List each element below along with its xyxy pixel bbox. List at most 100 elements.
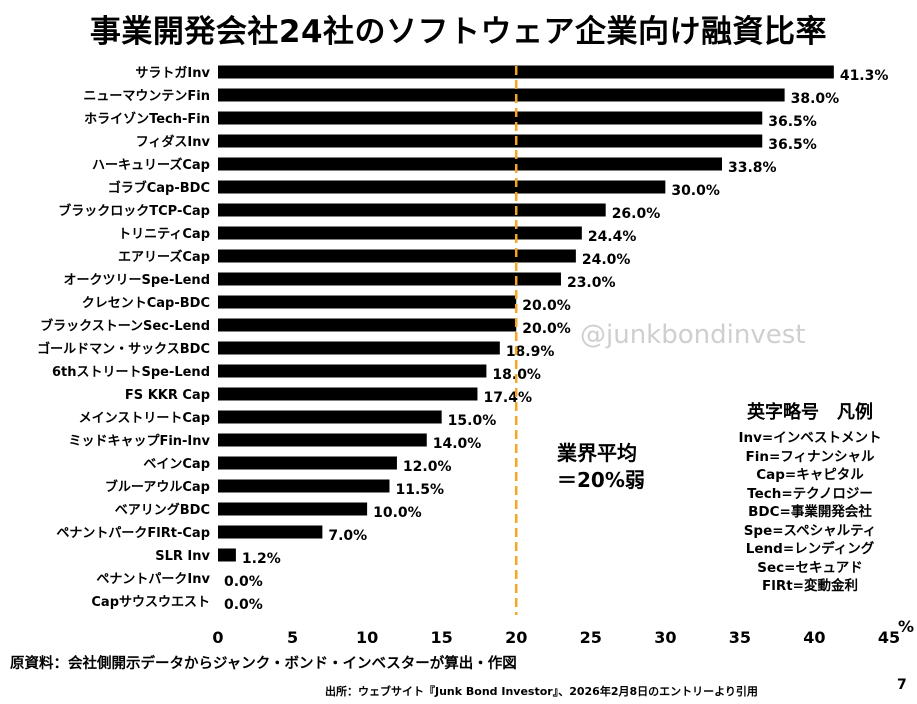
bar xyxy=(218,548,236,562)
bar xyxy=(218,157,722,171)
category-label: ホライゾンTech-Fin xyxy=(84,111,210,127)
category-label: エアリーズCap xyxy=(118,249,210,265)
x-tick-label: 5 xyxy=(287,628,298,647)
category-label: ゴールドマン・サックスBDC xyxy=(37,341,210,357)
category-labels: サラトガInv ニューマウンテンFin ホライゾンTech-Fin フィダスInv ハー… xyxy=(37,66,210,610)
x-tick-label: 45 xyxy=(878,628,900,647)
value-label: 18.9% xyxy=(506,344,555,360)
bar xyxy=(218,203,606,217)
value-label: 24.0% xyxy=(582,252,631,268)
legend-item: Fin=フィナンシャル xyxy=(745,448,875,465)
legend-item: Sec=セキュアド xyxy=(757,559,863,576)
bar xyxy=(218,456,397,470)
category-label: Capサウスウエスト xyxy=(91,595,210,610)
category-label: ベインCap xyxy=(143,457,210,472)
value-label: 30.0% xyxy=(671,183,720,199)
category-label: ベアリングBDC xyxy=(115,502,210,518)
value-label: 36.5% xyxy=(768,137,817,153)
x-tick-label: 40 xyxy=(803,628,825,647)
category-label: オークツリーSpe-Lend xyxy=(63,273,210,288)
average-annotation-line2: ＝20%弱 xyxy=(557,468,645,492)
bar xyxy=(218,502,368,516)
category-label: ブルーアウルCap xyxy=(105,479,210,495)
category-label: メインストリートCap xyxy=(79,411,210,426)
category-label: SLR Inv xyxy=(155,549,210,564)
legend-item: BDC=事業開発会社 xyxy=(748,504,872,520)
bar xyxy=(218,88,785,102)
bar xyxy=(218,134,763,148)
category-label: ハーキュリーズCap xyxy=(92,157,210,173)
bar xyxy=(218,433,427,447)
bar xyxy=(218,272,561,286)
legend-item: Spe=スペシャルティ xyxy=(743,522,877,539)
category-label: フィダスInv xyxy=(136,134,211,150)
value-label: 0.0% xyxy=(224,574,263,590)
value-label: 24.4% xyxy=(588,229,637,245)
value-label: 11.5% xyxy=(395,482,444,498)
legend-item: Tech=テクノロジー xyxy=(747,485,873,502)
x-tick-label: 10 xyxy=(356,628,378,647)
watermark: @junkbondinvest xyxy=(580,320,806,350)
value-label: 26.0% xyxy=(612,206,661,222)
value-label: 1.2% xyxy=(242,551,281,567)
x-tick-labels: 0 5 10 15 20 25 30 35 40 45 xyxy=(212,628,900,647)
bar xyxy=(218,341,500,355)
category-label: 6thストリートSpe-Lend xyxy=(52,365,210,380)
bar xyxy=(218,410,442,424)
bar xyxy=(218,364,487,378)
x-tick-label: 15 xyxy=(431,628,453,647)
bar xyxy=(218,387,478,401)
value-label: 36.5% xyxy=(768,114,817,130)
value-label: 20.0% xyxy=(522,298,571,314)
bar xyxy=(218,249,576,263)
value-label: 10.0% xyxy=(373,505,422,521)
abbreviation-legend: 英字略号 凡例 Inv=インベストメント Fin=フィナンシャル Cap=キャピ… xyxy=(720,398,900,596)
bar xyxy=(218,111,763,125)
category-label: トリニティCap xyxy=(118,227,210,242)
bar xyxy=(218,226,582,240)
citation: 出所：ウェブサイト『Junk Bond Investor』、2026年2月8日の… xyxy=(325,685,758,698)
value-label: 14.0% xyxy=(433,436,482,452)
category-label: ペナントパークFlRt-Cap xyxy=(56,526,210,541)
legend-item: Lend=レンディング xyxy=(745,541,875,557)
legend-title: 英字略号 凡例 xyxy=(747,402,873,423)
bar xyxy=(218,295,517,309)
value-label: 23.0% xyxy=(567,275,616,291)
value-label: 20.0% xyxy=(522,321,571,337)
value-label: 15.0% xyxy=(448,413,497,429)
value-label: 33.8% xyxy=(728,160,777,176)
value-label: 38.0% xyxy=(791,91,840,107)
value-label: 0.0% xyxy=(224,597,263,613)
category-label: ブラックロックTCP-Cap xyxy=(58,203,210,219)
x-tick-label: 20 xyxy=(505,628,527,647)
value-label: 12.0% xyxy=(403,459,452,475)
category-label: クレセントCap-BDC xyxy=(82,296,210,311)
value-label: 41.3% xyxy=(840,68,889,84)
value-labels: 41.3%38.0% 36.5% 36.5% 33.8% 30.0% 26.0% 24.4%… xyxy=(224,68,888,613)
category-label: FS KKR Cap xyxy=(125,388,210,403)
average-annotation: 業界平均 ＝20%弱 xyxy=(557,440,645,494)
bar-chart: サラトガInv ニューマウンテンFin ホライゾンTech-Fin フィダスInv ハー… xyxy=(37,65,914,647)
x-tick-label: 30 xyxy=(654,628,676,647)
category-label: ゴラブCap-BDC xyxy=(108,180,210,196)
value-label: 17.4% xyxy=(483,390,532,406)
source-note: 原資料：会社側開示データからジャンク・ボンド・インベスターが算出・作図 xyxy=(10,656,517,672)
chart-title: 事業開発会社24社のソフトウェア企業向け融資比率 xyxy=(89,14,828,50)
category-label: ブラックストーンSec-Lend xyxy=(40,318,210,334)
legend-item: FlRt=変動金利 xyxy=(761,578,858,594)
value-label: 7.0% xyxy=(328,528,367,544)
page-number: 7 xyxy=(897,677,907,693)
bar xyxy=(218,65,834,79)
legend-item: Inv=インベストメント xyxy=(738,430,882,446)
bar xyxy=(218,318,517,332)
bar xyxy=(218,479,390,493)
bar xyxy=(218,525,323,539)
category-label: ニューマウンテンFin xyxy=(83,89,210,104)
average-annotation-line1: 業界平均 xyxy=(557,441,637,465)
bars-group xyxy=(218,65,834,562)
x-axis-unit: % xyxy=(898,617,914,636)
x-tick-label: 0 xyxy=(212,628,223,647)
category-label: サラトガInv xyxy=(135,66,210,81)
x-tick-label: 25 xyxy=(580,628,602,647)
category-label: ペナントパークInv xyxy=(96,572,210,587)
